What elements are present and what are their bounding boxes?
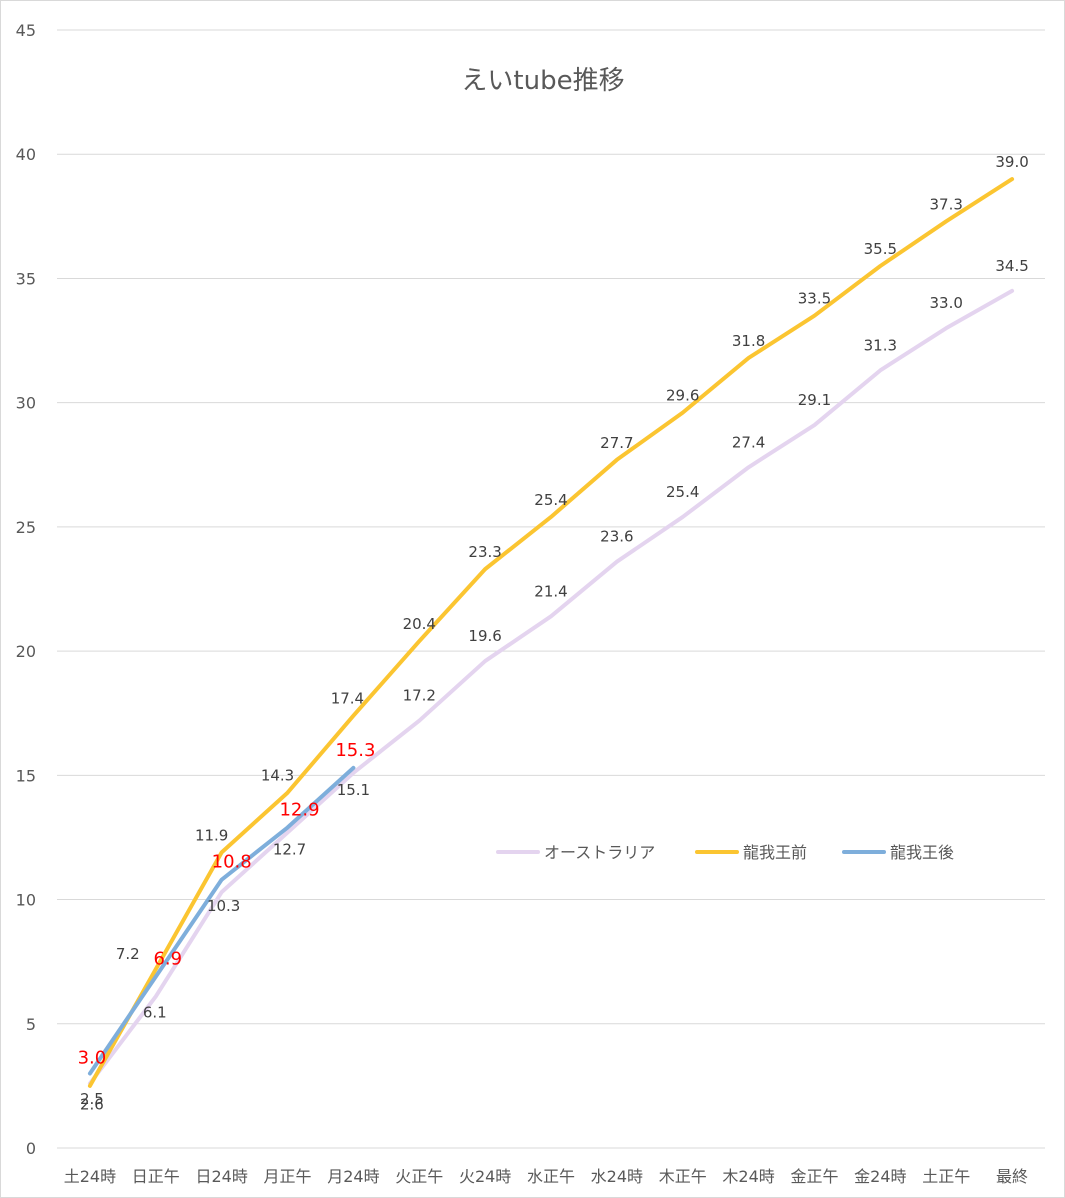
series-lines [87, 177, 1015, 1088]
x-tick-label: 金24時 [854, 1167, 906, 1186]
chart-title: えいtube推移 [461, 66, 624, 96]
x-tick-label: 土24時 [64, 1167, 116, 1186]
data-label: 15.1 [337, 781, 370, 799]
legend-label-1: オーストラリア [544, 843, 655, 862]
y-tick-label: 5 [26, 1015, 36, 1034]
data-label: 34.5 [995, 257, 1028, 275]
data-label: 23.3 [468, 543, 501, 561]
x-tick-label: 日正午 [132, 1167, 180, 1186]
data-label: 2.5 [80, 1090, 104, 1108]
data-label: 12.9 [279, 800, 319, 821]
data-label: 27.4 [732, 433, 765, 451]
data-label: 17.2 [403, 687, 436, 705]
data-label: 19.6 [468, 627, 501, 645]
x-tick-label: 木24時 [722, 1167, 774, 1186]
data-label: 7.2 [116, 945, 140, 963]
y-tick-label: 30 [16, 394, 36, 413]
data-label: 39.0 [995, 153, 1028, 171]
data-labels: 2.6 6.1 10.3 12.7 15.1 17.2 19.6 21.4 23.6 25.4 27… [78, 153, 1029, 1113]
data-label: 25.4 [534, 491, 567, 509]
y-tick-label: 15 [16, 766, 36, 785]
x-tick-label: 木正午 [659, 1167, 707, 1186]
legend-label-2: 龍我王前 [743, 843, 807, 862]
data-label: 27.7 [600, 434, 633, 452]
data-label: 29.6 [666, 387, 699, 405]
series-line-1 [87, 288, 1015, 1086]
x-tick-label: 水24時 [591, 1167, 643, 1186]
x-tick-label: 火24時 [459, 1167, 511, 1186]
y-tick-label: 40 [16, 145, 36, 164]
series-line-2 [87, 177, 1015, 1088]
data-label: 33.0 [929, 294, 962, 312]
x-tick-label: 土正午 [922, 1167, 970, 1186]
x-tick-label: 水正午 [527, 1167, 575, 1186]
data-label: 6.1 [143, 1003, 167, 1021]
data-label: 3.0 [78, 1047, 107, 1068]
x-tick-label: 月正午 [264, 1167, 312, 1186]
data-label: 31.3 [864, 336, 897, 354]
series-line-3 [87, 765, 356, 1076]
data-label: 35.5 [864, 240, 897, 258]
data-label: 33.5 [798, 290, 831, 308]
x-tick-label: 最終 [996, 1167, 1028, 1186]
x-tick-label: 月24時 [327, 1167, 379, 1186]
y-tick-label: 35 [16, 269, 36, 288]
data-label: 20.4 [403, 615, 436, 633]
x-tick-label: 金正午 [790, 1167, 838, 1186]
data-label: 25.4 [666, 483, 699, 501]
y-axis: 0 5 10 15 20 25 30 35 40 45 [16, 21, 36, 1158]
y-tick-label: 25 [16, 518, 36, 537]
data-label: 15.3 [335, 740, 375, 761]
y-tick-label: 45 [16, 21, 36, 40]
data-label: 31.8 [732, 332, 765, 350]
grid-lines [57, 29, 1045, 1149]
data-label: 29.1 [798, 391, 831, 409]
data-label: 2.6 [80, 1095, 104, 1113]
x-tick-label: 火正午 [395, 1167, 443, 1186]
x-axis: 土24時 日正午 日24時 月正午 月24時 火正午 火24時 水正午 水24時 木正午 木24時金… [64, 1167, 1028, 1186]
data-label: 11.9 [195, 826, 228, 844]
data-label: 14.3 [261, 767, 294, 785]
legend-label-3: 龍我王後 [890, 843, 954, 862]
data-label: 10.3 [207, 897, 240, 915]
data-label: 12.7 [273, 840, 306, 858]
y-tick-label: 20 [16, 642, 36, 661]
legend: オーストラリア 龍我王前 龍我王後 [496, 843, 954, 862]
data-label: 23.6 [600, 528, 633, 546]
data-label: 6.9 [153, 949, 182, 970]
y-tick-label: 0 [26, 1139, 36, 1158]
y-tick-label: 10 [16, 891, 36, 910]
data-label: 10.8 [212, 852, 252, 873]
x-tick-label: 日24時 [195, 1167, 247, 1186]
data-label: 17.4 [331, 690, 364, 708]
data-label: 21.4 [534, 582, 567, 600]
data-label: 37.3 [929, 195, 962, 213]
